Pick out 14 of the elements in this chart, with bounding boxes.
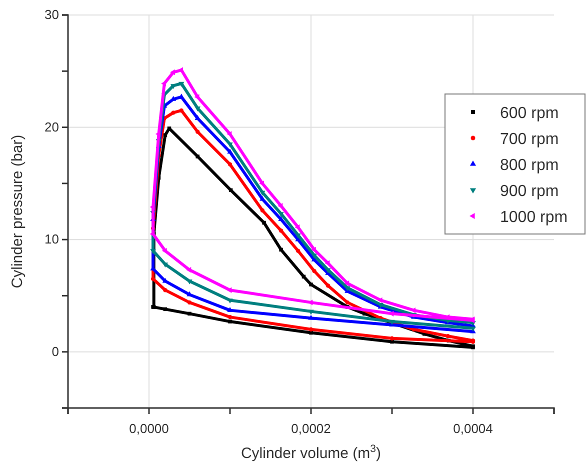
y-tick-label: 10 <box>44 232 59 247</box>
x-axis-title: Cylinder volume (m$^{3}$) <box>240 443 382 462</box>
x-tick-label: 0,0004 <box>453 421 493 436</box>
x-tick-label: 0,0002 <box>291 421 331 436</box>
x-tick-label: 0,0000 <box>129 421 169 436</box>
legend-label: 800 rpm <box>500 157 559 174</box>
legend-label: 1000 rpm <box>500 209 568 226</box>
y-tick-label: 0 <box>52 344 59 360</box>
legend-label: 600 rpm <box>500 105 559 122</box>
legend-label: 700 rpm <box>500 131 559 148</box>
y-tick-label: 20 <box>44 119 59 134</box>
legend-label: 900 rpm <box>500 183 559 200</box>
y-axis-title: Cylinder pressure (bar) <box>9 134 26 288</box>
y-tick-label: 30 <box>44 7 59 22</box>
